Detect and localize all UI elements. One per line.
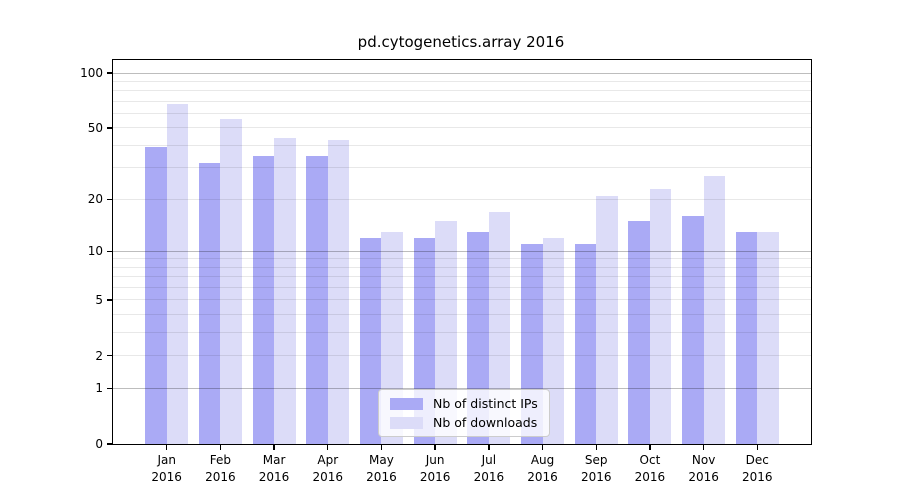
y-tick-label-0: 0 [95, 437, 103, 451]
x-tick-aug [541, 445, 544, 450]
x-tick-label-aug: Aug 2016 [527, 453, 558, 484]
y-tick-label-100: 100 [80, 66, 103, 80]
gridline-minor-3 [113, 332, 811, 334]
gridline-minor-7 [113, 276, 811, 278]
y-tick-label-50: 50 [87, 120, 103, 135]
gridline-minor-90 [113, 80, 811, 82]
bar-nb-of-distinct-ips-nov [682, 216, 704, 444]
y-tick-1 [107, 387, 112, 389]
plot-canvas: 0 1 2 5 10 20 50 100 Jan 2016 Feb 2016 Mar 2016 Apr… [80, 60, 811, 484]
x-tick-apr [327, 445, 329, 450]
gridline-minor-2 [113, 355, 811, 357]
gridline-minor-50 [113, 127, 811, 129]
x-tick-label-mar: Mar 2016 [258, 453, 290, 484]
y-tick-label-20: 20 [87, 192, 103, 207]
x-tick-may [380, 445, 383, 450]
gridline-minor-6 [113, 287, 811, 289]
y-tick-50 [107, 127, 112, 129]
bar-nb-of-distinct-ips-apr [306, 155, 328, 444]
y-tick-20 [107, 198, 112, 200]
y-tick-label-10: 10 [87, 244, 103, 259]
gridline-minor-70 [113, 100, 811, 102]
gridline-minor-5 [113, 299, 811, 301]
bar-nb-of-downloads-dec [757, 231, 779, 444]
bar-nb-of-distinct-ips-dec [735, 231, 758, 444]
y-tick-100 [107, 72, 112, 74]
bar-nb-of-downloads-feb [220, 118, 242, 444]
x-tick-label-dec: Dec 2016 [742, 453, 773, 484]
x-tick-jun [434, 445, 436, 450]
x-tick-oct [649, 445, 651, 450]
legend-item-distinct-ips: Nb of distinct IPs [390, 396, 538, 411]
bar-nb-of-downloads-mar [274, 137, 296, 444]
bar-nb-of-downloads-jan [166, 103, 189, 444]
x-tick-label-jun: Jun 2016 [419, 453, 451, 484]
x-tick-label-apr: Apr 2016 [312, 453, 344, 484]
y-tick-0 [107, 443, 112, 445]
gridline-minor-80 [113, 90, 811, 92]
x-tick-jul [488, 445, 490, 450]
y-tick-label-1: 1 [95, 381, 103, 396]
legend: Nb of distinct IPs Nb of downloads [378, 389, 550, 437]
y-tick-label-5: 5 [95, 292, 103, 307]
bar-nb-of-downloads-nov [703, 176, 726, 444]
x-tick-label-may: May 2016 [366, 453, 397, 484]
y-tick-10 [107, 250, 112, 252]
gridline-minor-9 [113, 258, 811, 260]
bar-nb-of-downloads-apr [327, 139, 350, 444]
x-tick-feb [219, 445, 222, 450]
plot-area: 0 1 2 5 10 20 50 100 Jan 2016 Feb 2016 Mar 2016 Apr… [80, 59, 812, 484]
gridline-minor-40 [113, 144, 811, 146]
gridline-minor-20 [113, 198, 811, 200]
x-tick-label-oct: Oct 2016 [634, 453, 666, 484]
bar-nb-of-distinct-ips-may [359, 237, 382, 444]
legend-label-downloads: Nb of downloads [433, 415, 538, 430]
x-tick-label-jul: Jul 2016 [473, 453, 505, 484]
bar-nb-of-downloads-sep [596, 195, 618, 444]
bar-nb-of-distinct-ips-feb [198, 162, 221, 444]
x-tick-label-jan: Jan 2016 [151, 453, 182, 484]
legend-swatch-downloads [390, 416, 423, 429]
legend-label-distinct-ips: Nb of distinct IPs [433, 396, 538, 411]
bar-nb-of-distinct-ips-sep [574, 244, 597, 444]
bar-nb-of-distinct-ips-mar [252, 155, 275, 444]
y-tick-5 [107, 299, 112, 301]
x-tick-dec [756, 445, 758, 450]
y-tick-2 [107, 354, 112, 357]
legend-item-downloads: Nb of downloads [390, 415, 538, 430]
bar-nb-of-distinct-ips-oct [628, 221, 650, 444]
x-tick-label-sep: Sep 2016 [580, 453, 612, 484]
x-tick-mar [273, 445, 275, 450]
bar-nb-of-distinct-ips-jan [145, 147, 167, 444]
gridline-major-10 [113, 250, 811, 252]
x-tick-label-nov: Nov 2016 [688, 453, 719, 484]
gridline-minor-60 [113, 113, 811, 115]
x-tick-sep [595, 445, 597, 450]
x-tick-nov [702, 445, 705, 450]
gridline-major-1 [113, 387, 811, 389]
gridline-minor-4 [113, 314, 811, 316]
gridline-minor-30 [113, 167, 811, 169]
legend-swatch-distinct-ips [390, 397, 423, 410]
bar-nb-of-downloads-jun [435, 221, 457, 444]
bar-nb-of-downloads-jul [488, 211, 511, 444]
chart-title: pd.cytogenetics.array 2016 [357, 33, 565, 51]
x-tick-label-feb: Feb 2016 [205, 453, 236, 484]
bar-nb-of-downloads-oct [649, 188, 672, 444]
y-tick-label-2: 2 [95, 348, 103, 363]
x-tick-jan [165, 445, 168, 450]
gridline-minor-8 [113, 266, 811, 268]
gridline-major-100 [113, 72, 811, 74]
